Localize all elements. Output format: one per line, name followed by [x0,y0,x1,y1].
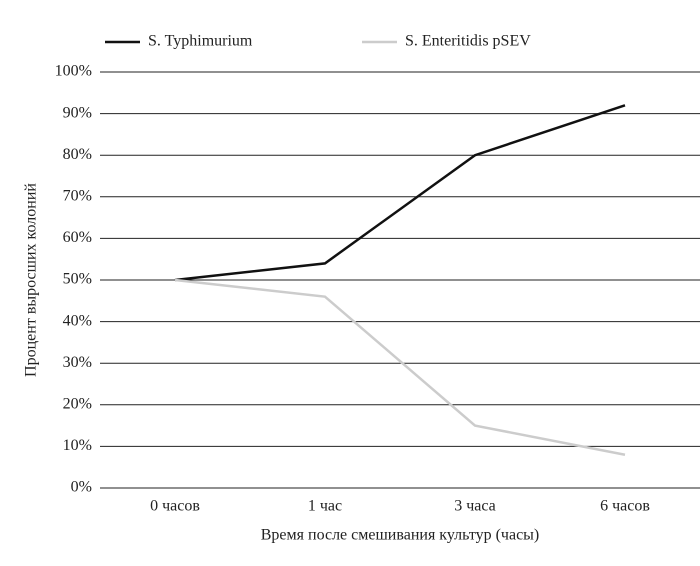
y-tick-label: 10% [63,437,92,454]
y-tick-label: 70% [63,187,92,204]
y-tick-label: 90% [63,104,92,121]
y-tick-label: 100% [55,63,92,80]
y-tick-label: 40% [63,312,92,329]
x-tick-label: 6 часов [600,498,650,515]
y-tick-label: 20% [63,395,92,412]
y-tick-label: 50% [63,271,92,288]
x-tick-label: 0 часов [150,498,200,515]
y-tick-label: 80% [63,146,92,163]
series-line [174,104,626,282]
series-line [174,278,626,456]
y-axis-label: Процент выросших колоний [23,183,40,377]
x-tick-label: 1 час [308,498,342,515]
x-tick-label: 3 часа [454,498,496,515]
y-tick-label: 60% [63,229,92,246]
legend-label: S. Typhimurium [148,33,253,50]
legend-label: S. Enteritidis pSEV [405,33,531,50]
y-tick-label: 30% [63,354,92,371]
x-axis-label: Время после смешивания культур (часы) [261,527,540,544]
y-tick-label: 0% [71,479,92,496]
